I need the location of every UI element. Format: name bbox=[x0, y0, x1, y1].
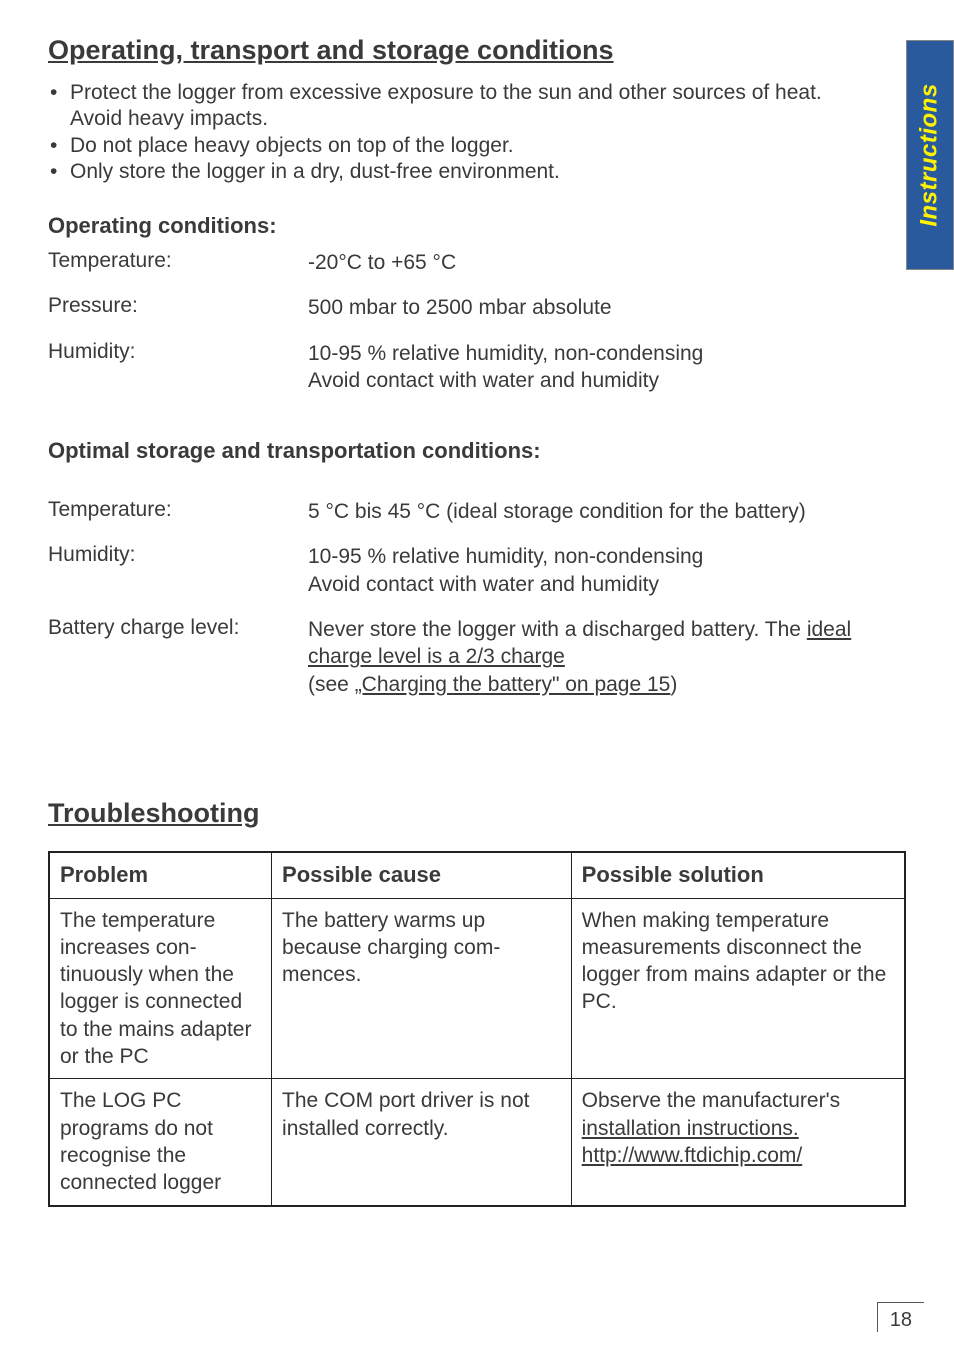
troubleshooting-table: Problem Possible cause Possible solution… bbox=[48, 851, 906, 1207]
col-problem: Problem bbox=[49, 852, 272, 898]
kv-value: 10-95 % relative humidity, non-condensin… bbox=[308, 340, 703, 395]
list-item: Only store the logger in a dry, dust-fre… bbox=[48, 159, 826, 185]
cell-solution: Observe the manufacturer's installation … bbox=[571, 1079, 905, 1206]
kv-row: Temperature: -20°C to +65 °C bbox=[48, 249, 906, 276]
side-tab-label: Instructions bbox=[916, 83, 944, 226]
text: Observe the manufacturer's bbox=[582, 1089, 840, 1112]
text: ) bbox=[670, 673, 677, 696]
table-row: The LOG PC programs do not recognise the… bbox=[49, 1079, 905, 1206]
side-tab: Instructions bbox=[906, 40, 954, 270]
kv-key: Pressure: bbox=[48, 294, 308, 321]
kv-value: 500 mbar to 2500 mbar absolute bbox=[308, 294, 612, 321]
list-item: Protect the logger from excessive exposu… bbox=[48, 80, 826, 133]
kv-key: Battery charge level: bbox=[48, 616, 308, 698]
cell-cause: The COM port driver is not installed cor… bbox=[272, 1079, 572, 1206]
operating-conditions-heading: Operating conditions: bbox=[48, 213, 906, 239]
kv-row: Humidity: 10-95 % relative humidity, non… bbox=[48, 340, 906, 395]
col-solution: Possible solution bbox=[571, 852, 905, 898]
kv-key: Temperature: bbox=[48, 498, 308, 525]
kv-row: Battery charge level: Never store the lo… bbox=[48, 616, 906, 698]
kv-key: Temperature: bbox=[48, 249, 308, 276]
table-row: The temperature increases con-tinuously … bbox=[49, 898, 905, 1079]
section-operating-title: Operating, transport and storage conditi… bbox=[48, 35, 906, 66]
cell-problem: The temperature increases con-tinuously … bbox=[49, 898, 272, 1079]
ftdichip-link[interactable]: http://www.ftdichip.com/ bbox=[582, 1144, 803, 1167]
kv-value: Never store the logger with a discharged… bbox=[308, 616, 906, 698]
charging-battery-link[interactable]: „Charging the battery" on page 15 bbox=[355, 673, 671, 696]
operating-bullet-list: Protect the logger from excessive exposu… bbox=[48, 80, 906, 185]
kv-value: 5 °C bis 45 °C (ideal storage condition … bbox=[308, 498, 806, 525]
section-troubleshooting-title: Troubleshooting bbox=[48, 798, 906, 829]
kv-key: Humidity: bbox=[48, 340, 308, 395]
text: Never store the logger with a discharged… bbox=[308, 618, 807, 641]
text: (see bbox=[308, 673, 355, 696]
page-number: 18 bbox=[877, 1302, 924, 1332]
kv-row: Temperature: 5 °C bis 45 °C (ideal stora… bbox=[48, 498, 906, 525]
cell-cause: The battery warms up because charging co… bbox=[272, 898, 572, 1079]
storage-conditions-heading: Optimal storage and transportation condi… bbox=[48, 438, 906, 464]
table-header-row: Problem Possible cause Possible solution bbox=[49, 852, 905, 898]
kv-value: -20°C to +65 °C bbox=[308, 249, 456, 276]
cell-solution: When making temperature measurements dis… bbox=[571, 898, 905, 1079]
install-instructions-link[interactable]: installation instructions. bbox=[582, 1117, 799, 1140]
cell-problem: The LOG PC programs do not recognise the… bbox=[49, 1079, 272, 1206]
kv-row: Pressure: 500 mbar to 2500 mbar absolute bbox=[48, 294, 906, 321]
kv-row: Humidity: 10-95 % relative humidity, non… bbox=[48, 543, 906, 598]
list-item: Do not place heavy objects on top of the… bbox=[48, 133, 826, 159]
kv-key: Humidity: bbox=[48, 543, 308, 598]
col-cause: Possible cause bbox=[272, 852, 572, 898]
kv-value: 10-95 % relative humidity, non-condensin… bbox=[308, 543, 703, 598]
